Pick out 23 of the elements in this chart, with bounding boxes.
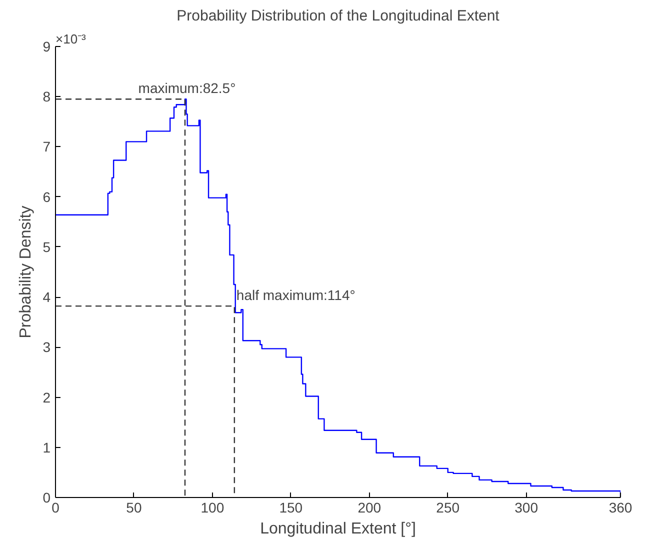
x-axis-title: Longitudinal Extent [°] <box>260 520 416 538</box>
x-tick-label: 100 <box>200 500 224 516</box>
y-tick-label: 8 <box>42 88 51 105</box>
y-tick-label: 3 <box>42 339 51 356</box>
annotation: maximum:82.5° <box>138 80 236 96</box>
y-tick-label: 5 <box>42 238 51 255</box>
y-tick-label: 7 <box>42 138 51 155</box>
y-axis-title: Probability Density <box>18 206 35 338</box>
x-tick-label: 50 <box>126 500 142 516</box>
y-tick-label: 2 <box>42 389 51 406</box>
y-tick-label: 0 <box>42 490 51 506</box>
y-tick-label: 6 <box>42 188 51 205</box>
y-tick-label: 9 <box>42 38 51 54</box>
x-tick-label: 200 <box>358 500 382 516</box>
x-tick-label: 360 <box>608 500 632 516</box>
x-tick-label: 250 <box>436 500 460 516</box>
y-tick-label: 4 <box>42 289 51 306</box>
x-tick-label: 300 <box>514 500 538 516</box>
y-tick-label: 1 <box>42 439 51 456</box>
x-tick-label: 150 <box>279 500 303 516</box>
chart-title: Probability Distribution of the Longitudinal Extent <box>176 8 500 24</box>
annotation: ×10⁻³ <box>56 32 87 46</box>
annotation: half maximum:114° <box>236 287 356 304</box>
